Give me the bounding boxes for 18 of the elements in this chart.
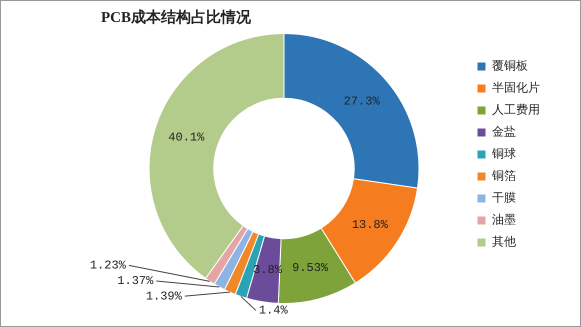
data-label: 9.53% — [292, 260, 329, 275]
legend-label: 干膜 — [492, 190, 516, 205]
data-label: 1.37% — [117, 274, 154, 288]
legend-label: 金盐 — [492, 124, 516, 139]
chart-title: PCB成本结构占比情况 — [101, 8, 252, 26]
legend-label: 铜箔 — [491, 168, 516, 183]
legend-label: 其他 — [492, 234, 516, 249]
data-label: 40.1% — [168, 130, 206, 144]
legend-label: 铜球 — [491, 146, 516, 161]
data-label: 27.3% — [344, 94, 380, 109]
legend-label: 半固化片 — [492, 80, 540, 95]
data-label: 13.8% — [352, 218, 389, 232]
data-label: 1.23% — [90, 258, 127, 272]
data-label: 1.4% — [258, 304, 288, 318]
legend-label: 覆铜板 — [492, 58, 528, 73]
data-label: 1.39% — [146, 289, 183, 304]
legend-label: 油墨 — [492, 212, 516, 227]
legend-label: 人工费用 — [492, 102, 540, 117]
